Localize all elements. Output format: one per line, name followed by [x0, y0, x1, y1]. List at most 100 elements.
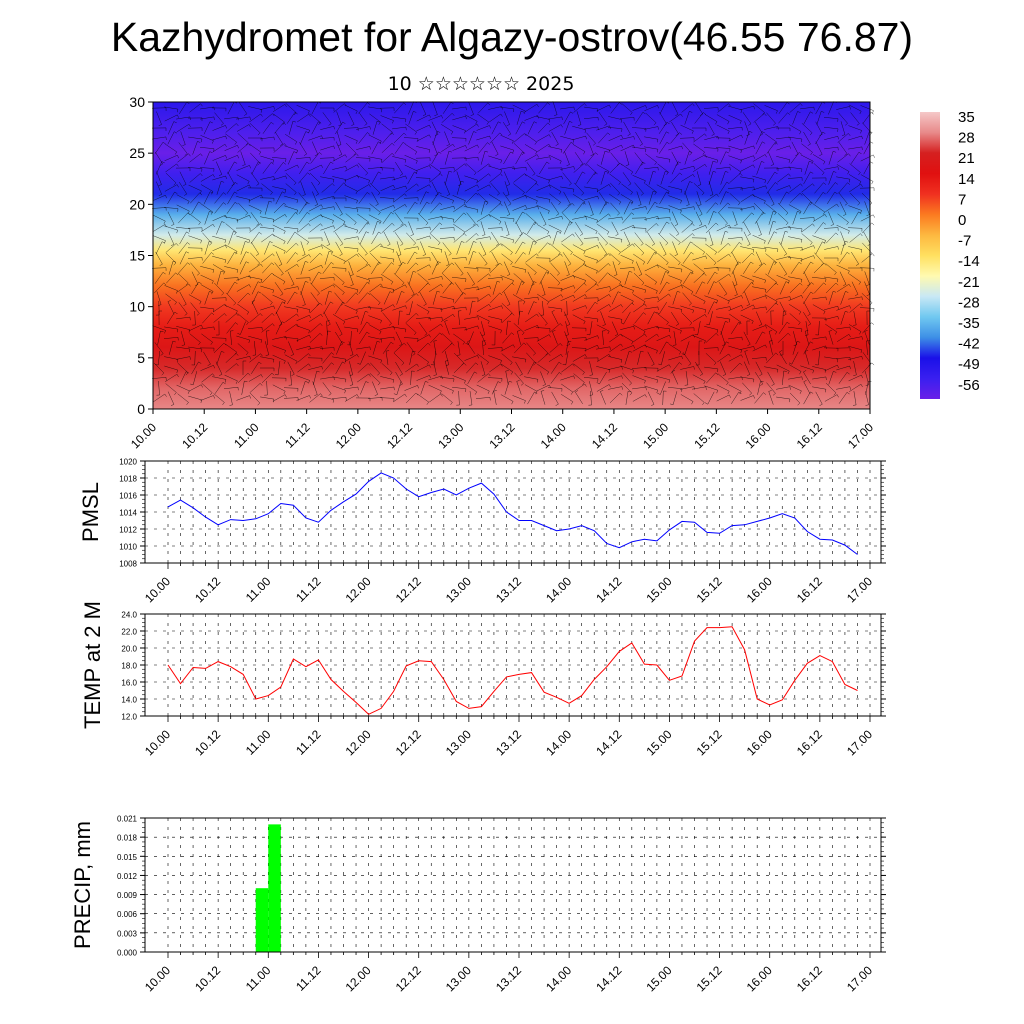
x-tick-label: 13.00: [435, 420, 466, 451]
x-tick-label: 11.12: [293, 727, 324, 758]
cross-section-y-axis: 0 5 10 15 20 25 30: [129, 94, 153, 417]
y-tick-label: 1018: [119, 475, 137, 484]
x-tick-label: 17.00: [844, 963, 875, 994]
colorbar-label: -49: [958, 356, 980, 373]
y-tick-label: 20: [129, 196, 145, 212]
y-tick-label: 1020: [119, 458, 137, 467]
x-tick-label: 10.00: [142, 963, 173, 994]
x-tick-label: 14.00: [543, 963, 574, 994]
pmsl-y-axis-label: PMSL: [78, 482, 103, 542]
colorbar-label: 14: [958, 171, 975, 188]
x-tick-label: 16.00: [744, 574, 775, 605]
chart-subtitle: 10 ☆☆☆☆☆☆ 2025: [387, 73, 575, 95]
temperature-grid: [145, 614, 881, 716]
x-tick-label: 14.12: [593, 574, 624, 605]
x-tick-label: 16.12: [794, 727, 825, 758]
temperature-series-line: [167, 626, 858, 715]
y-tick-label: 0.000: [117, 949, 138, 958]
x-tick-label: 11.00: [243, 963, 274, 994]
x-tick-label: 14.12: [589, 420, 620, 451]
x-tick-label: 11.12: [293, 574, 324, 605]
precip-y-axis: 0.000 0.003 0.006 0.009 0.012 0.015 0.018 0.021: [117, 815, 886, 958]
y-tick-label: 0.012: [117, 872, 138, 881]
cross-section-panel: 0 5 10 15 20 25 30 10.00 10.12 11.00 11.12 12.00 12…: [128, 94, 876, 451]
precip-frame: [144, 817, 882, 953]
y-tick-label: 18.0: [121, 662, 137, 671]
x-tick-label: 15.12: [694, 963, 725, 994]
x-tick-label: 10.12: [192, 574, 223, 605]
x-tick-label: 13.12: [493, 574, 524, 605]
colorbar-label: -28: [958, 294, 980, 311]
x-tick-label: 12.12: [393, 574, 424, 605]
colorbar-label: -7: [958, 233, 971, 250]
y-tick-label: 0.009: [117, 891, 138, 900]
colorbar-label: -21: [958, 274, 980, 291]
y-tick-label: 24.0: [121, 611, 137, 620]
x-tick-label: 15.12: [694, 727, 725, 758]
x-tick-label: 16.00: [743, 420, 774, 451]
x-tick-label: 15.00: [640, 420, 671, 451]
y-tick-label: 0.015: [117, 853, 138, 862]
y-tick-label: 20.0: [121, 645, 137, 654]
temperature-y-axis-label: TEMP at 2 M: [80, 601, 105, 729]
x-tick-label: 15.00: [643, 963, 674, 994]
y-tick-label: 14.0: [121, 696, 137, 705]
pmsl-grid: [145, 461, 881, 563]
y-tick-label: 22.0: [121, 628, 137, 637]
y-tick-label: 0.006: [117, 910, 138, 919]
x-tick-label: 11.12: [293, 963, 324, 994]
temperature-x-axis: 10.00 10.12 11.00 11.12 12.00 12.12 13.00 13.12…: [142, 716, 875, 758]
colorbar-label: 7: [958, 191, 966, 208]
temperature-y-axis: 12.0 14.0 16.0 18.0 20.0 22.0 24.0: [121, 611, 886, 722]
precip-y-axis-label: PRECIP, mm: [70, 821, 95, 949]
colorbar: 35 28 21 14 7 0 -7 -14 -21 -28 -35 -42 -49 -56: [920, 109, 980, 399]
x-tick-label: 17.00: [844, 574, 875, 605]
wind-barb-path: [151, 101, 875, 406]
y-tick-label: 1014: [119, 509, 137, 518]
precip-bars: [255, 824, 281, 952]
y-tick-label: 0.003: [117, 929, 138, 938]
y-tick-label: 25: [129, 145, 145, 161]
colorbar-label: -56: [958, 377, 980, 394]
x-tick-label: 10.12: [179, 420, 210, 451]
x-tick-label: 12.00: [343, 574, 374, 605]
y-tick-label: 1012: [119, 526, 137, 535]
x-tick-label: 16.00: [744, 963, 775, 994]
x-tick-label: 11.00: [231, 420, 262, 451]
x-tick-label: 17.00: [844, 727, 875, 758]
colorbar-label: 35: [958, 109, 975, 126]
temperature-field: [153, 102, 870, 409]
colorbar-label: 21: [958, 150, 975, 167]
x-tick-label: 13.00: [443, 963, 474, 994]
x-tick-label: 12.12: [384, 420, 415, 451]
temperature-panel: 12.014.016.018.020.022.024.0 10.00 10.12 1…: [80, 601, 886, 758]
y-tick-label: 5: [137, 350, 145, 366]
x-tick-label: 16.12: [794, 963, 825, 994]
x-tick-label: 14.00: [543, 727, 574, 758]
pmsl-series-line: [167, 472, 858, 555]
x-tick-label: 16.12: [794, 574, 825, 605]
colorbar-label: 28: [958, 130, 975, 147]
x-tick-label: 13.12: [493, 727, 524, 758]
y-tick-label: 16.0: [121, 679, 137, 688]
x-tick-label: 12.12: [393, 727, 424, 758]
x-tick-label: 10.00: [142, 574, 173, 605]
x-tick-label: 12.12: [393, 963, 424, 994]
y-tick-label: 15: [129, 248, 145, 264]
x-tick-label: 11.00: [243, 727, 274, 758]
colorbar-label: 0: [958, 212, 966, 229]
colorbar-label: -14: [958, 253, 980, 270]
x-tick-label: 11.00: [243, 574, 274, 605]
precip-grid: [145, 818, 881, 952]
colorbar-labels: 35 28 21 14 7 0 -7 -14 -21 -28 -35 -42 -49 -56: [958, 109, 980, 394]
x-tick-label: 14.12: [593, 727, 624, 758]
x-tick-label: 16.00: [744, 727, 775, 758]
x-tick-label: 10.12: [192, 727, 223, 758]
y-tick-label: 1010: [119, 543, 137, 552]
x-tick-label: 10.00: [142, 727, 173, 758]
y-tick-label: 1008: [119, 560, 137, 569]
precip-bar: [268, 824, 281, 952]
x-tick-label: 16.12: [794, 420, 825, 451]
x-tick-label: 14.00: [543, 574, 574, 605]
